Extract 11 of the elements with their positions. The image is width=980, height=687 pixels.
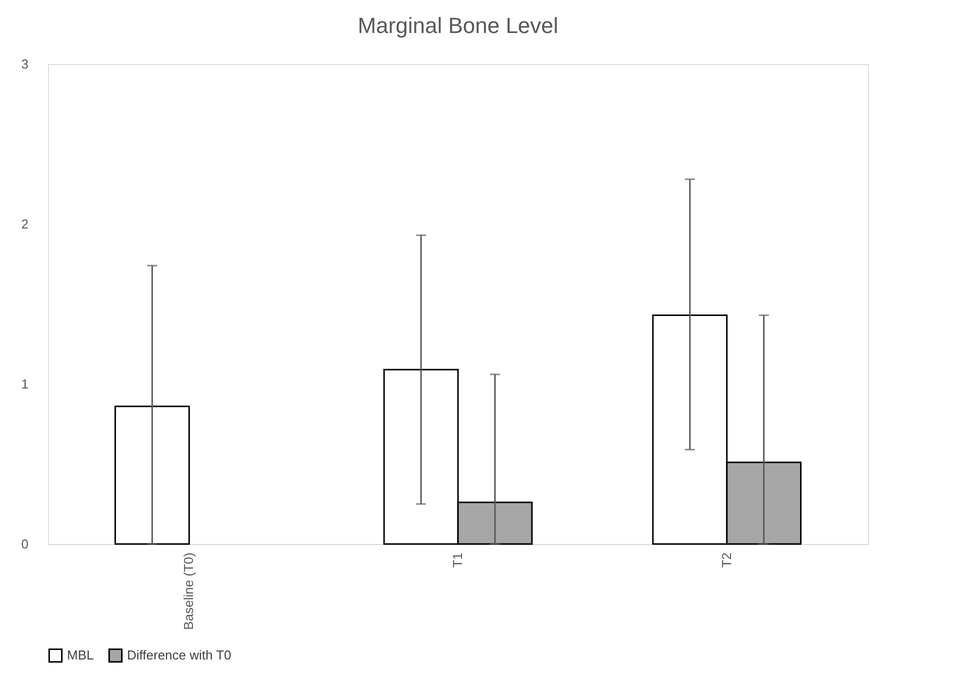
x-tick-label: T2 xyxy=(718,552,734,568)
legend-label: Difference with T0 xyxy=(127,648,232,663)
y-tick-label: 0 xyxy=(21,536,28,552)
y-tick-label: 2 xyxy=(21,216,28,232)
bar xyxy=(114,406,190,545)
y-tick-label: 1 xyxy=(21,376,28,392)
x-tick-label: T1 xyxy=(450,552,465,568)
chart-title: Marginal Bone Level xyxy=(358,13,558,38)
y-tick-label: 3 xyxy=(21,56,28,72)
legend-label: MBL xyxy=(67,648,94,663)
x-tick-label: Baseline (T0) xyxy=(181,552,196,630)
